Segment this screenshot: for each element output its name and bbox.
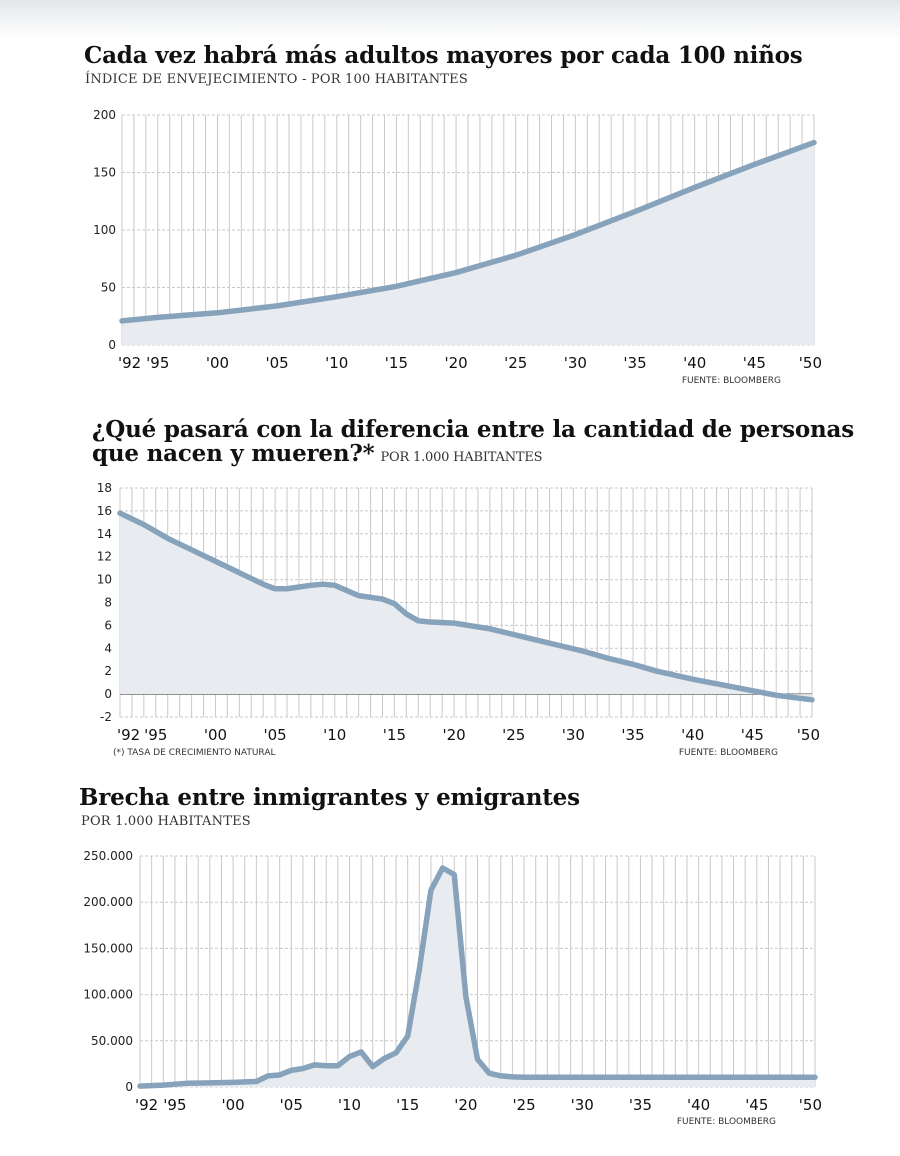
y-tick-label: 0 xyxy=(125,1080,133,1094)
y-tick-label: 150.000 xyxy=(83,941,133,955)
x-tick-label: '95 xyxy=(163,1096,186,1114)
x-tick-label: '05 xyxy=(280,1096,303,1114)
x-tick-label: '45 xyxy=(743,354,766,372)
x-tick-label: '92 xyxy=(118,354,141,372)
x-tick-label: '30 xyxy=(571,1096,594,1114)
chart3-subtitle: POR 1.000 HABITANTES xyxy=(81,814,251,829)
chart3-title: Brecha entre inmigrantes y emigrantes xyxy=(79,784,580,811)
series-line xyxy=(117,510,815,703)
x-tick-label: '10 xyxy=(325,354,348,372)
y-tick-label: 4 xyxy=(104,641,112,655)
x-tick-label: '20 xyxy=(444,354,467,372)
x-tick-label: '20 xyxy=(454,1096,477,1114)
x-tick-label: '45 xyxy=(745,1096,768,1114)
x-tick-label: '00 xyxy=(204,726,227,744)
x-tick-label: '92 xyxy=(135,1096,158,1114)
x-tick-label: '45 xyxy=(741,726,764,744)
y-tick-label: 16 xyxy=(97,504,112,518)
series-area xyxy=(120,513,812,700)
x-tick-label: '40 xyxy=(681,726,704,744)
source-label: FUENTE: BLOOMBERG xyxy=(679,748,778,758)
y-tick-label: 0 xyxy=(104,687,112,701)
y-tick-label: 200.000 xyxy=(83,895,133,909)
chart2-title: ¿Qué pasará con la diferencia entre la c… xyxy=(92,418,854,470)
grid xyxy=(139,855,816,1088)
x-tick-label: '10 xyxy=(323,726,346,744)
chart2-subtitle: POR 1.000 HABITANTES xyxy=(380,450,543,465)
y-tick-label: 18 xyxy=(97,481,112,495)
x-tick-label: '30 xyxy=(564,354,587,372)
chart2-natural-growth: -2 0 2 4 6 8 10 12 14 16 18 '92'95 '00 '05 '10 '15 '20 '2… xyxy=(97,481,820,758)
series-line xyxy=(137,865,818,1089)
x-tick-label: '40 xyxy=(687,1096,710,1114)
y-tick-label: 0 xyxy=(108,338,116,352)
x-tick-label: '25 xyxy=(504,354,527,372)
x-tick-label: '35 xyxy=(629,1096,652,1114)
x-tick-label: '25 xyxy=(502,726,525,744)
x-tick-label: '92 xyxy=(117,726,140,744)
x-tick-label: '15 xyxy=(396,1096,419,1114)
source-label: FUENTE: BLOOMBERG xyxy=(682,376,781,386)
x-tick-label: '00 xyxy=(206,354,229,372)
y-tick-label: 100 xyxy=(93,223,116,237)
y-tick-label: 100.000 xyxy=(83,988,133,1002)
chart1-aging-index: 0 50 100 150 200 '92 '95 '00 '05 '10 '15 '20 '25 '30 '… xyxy=(93,108,822,386)
x-tick-label: '50 xyxy=(799,1096,822,1114)
y-tick-label: 6 xyxy=(104,618,112,632)
y-tick-label: 150 xyxy=(93,166,116,180)
y-tick-label: 50 xyxy=(101,281,116,295)
x-tick-label: '95 xyxy=(144,726,167,744)
x-tick-label: '35 xyxy=(621,726,644,744)
y-tick-label: 250.000 xyxy=(83,849,133,863)
source-label: FUENTE: BLOOMBERG xyxy=(677,1117,776,1127)
chart2-title-line1: ¿Qué pasará con la diferencia entre la c… xyxy=(92,416,855,443)
y-tick-label: 14 xyxy=(97,527,112,541)
chart1-title: Cada vez habrá más adultos mayores por c… xyxy=(84,42,803,69)
x-tick-label: '20 xyxy=(442,726,465,744)
x-tick-label: '15 xyxy=(383,726,406,744)
x-tick-label: '00 xyxy=(221,1096,244,1114)
y-tick-label: 8 xyxy=(104,596,112,610)
chart1-subtitle: ÍNDICE DE ENVEJECIMIENTO - POR 100 HABIT… xyxy=(85,72,468,87)
x-tick-label: '35 xyxy=(623,354,646,372)
x-tick-label: '05 xyxy=(263,726,286,744)
x-tick-label: '40 xyxy=(683,354,706,372)
y-tick-label: 200 xyxy=(93,108,116,122)
x-tick-label: '30 xyxy=(562,726,585,744)
x-tick-label: '05 xyxy=(265,354,288,372)
footnote-label: (*) TASA DE CRECIMIENTO NATURAL xyxy=(113,748,276,758)
y-tick-label: 10 xyxy=(97,573,112,587)
y-tick-label: -2 xyxy=(100,710,112,724)
chart2-title-line2: que nacen y mueren?* xyxy=(92,440,375,467)
y-tick-label: 2 xyxy=(104,664,112,678)
x-tick-label: '50 xyxy=(799,354,822,372)
x-tick-label: '95 xyxy=(146,354,169,372)
series-area xyxy=(122,142,814,345)
y-tick-label: 12 xyxy=(97,550,112,564)
x-tick-label: '15 xyxy=(385,354,408,372)
x-tick-label: '10 xyxy=(338,1096,361,1114)
x-tick-label: '50 xyxy=(797,726,820,744)
y-tick-label: 50.000 xyxy=(91,1034,133,1048)
series-line xyxy=(119,139,817,324)
x-tick-label: '25 xyxy=(512,1096,535,1114)
